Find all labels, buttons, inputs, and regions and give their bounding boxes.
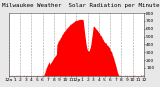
- Text: Milwaukee Weather  Solar Radiation per Minute W/m2  (Last 24 Hours): Milwaukee Weather Solar Radiation per Mi…: [2, 3, 160, 8]
